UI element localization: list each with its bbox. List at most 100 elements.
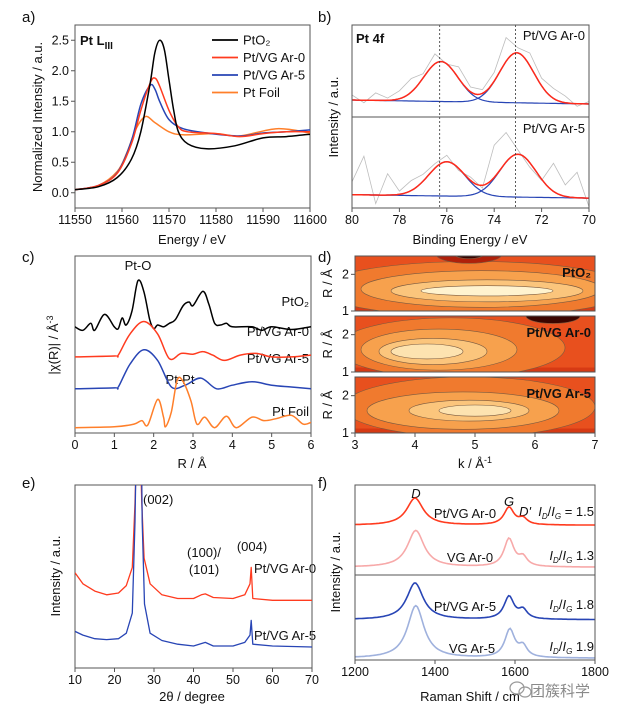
x-tick-label: 30	[147, 673, 161, 687]
e-label-ar5: Pt/VG Ar-5	[254, 628, 316, 643]
y-tick-label: 0.0	[52, 186, 69, 200]
d-xlabel-sup: -1	[484, 455, 492, 465]
panel-label-a: a)	[22, 9, 35, 26]
x-tick-label: 1	[111, 438, 118, 452]
x-tick-label: 11600	[293, 213, 327, 227]
e-series-line-pt-vg-ar-5	[75, 485, 312, 648]
x-tick-label: 78	[392, 213, 406, 227]
y-tick-label: 2	[342, 267, 349, 281]
x-tick-label: 6	[532, 438, 539, 452]
d-subplot-label: PtO₂	[562, 265, 591, 280]
ratio-value: 1.3	[572, 548, 594, 563]
y-tick-label: 1.5	[52, 94, 69, 108]
y-tick-label: 1	[342, 365, 349, 379]
c-series-line-pt-foil	[75, 376, 311, 429]
f-series-line-pt-vg-ar-0	[355, 497, 595, 526]
ratio-i-d: I	[549, 597, 553, 612]
f-series-line-vg-ar-5	[355, 604, 595, 659]
a-annotation-text: Pt L	[80, 33, 105, 48]
c-label-pto2: PtO₂	[282, 294, 309, 309]
y-tick-label: 2.5	[52, 33, 69, 47]
f-annotation-g: G	[504, 494, 514, 509]
e-annotation-100: (100)/	[187, 545, 221, 560]
f-intensity-ratio-label: ID/IG 1.3	[549, 548, 594, 565]
f-label-ptvg-ar5: Pt/VG Ar-5	[434, 599, 496, 614]
a-plot-frame	[74, 24, 311, 209]
x-tick-label: 74	[487, 213, 501, 227]
ratio-sub-d: D	[553, 647, 559, 656]
legend-label: Pt/VG Ar-0	[243, 50, 305, 65]
c-annotation-pt-pt: Pt-Pt	[166, 372, 195, 387]
x-tick-label: 60	[266, 673, 280, 687]
y-tick-label: 1	[342, 304, 349, 318]
x-tick-label: 80	[345, 213, 359, 227]
ratio-value: 1.8	[572, 597, 594, 612]
f-xlabel: Raman Shift / cm	[420, 689, 520, 704]
d-subplot-label: Pt/VG Ar-0	[526, 325, 591, 340]
x-tick-label: 70	[582, 213, 596, 227]
a-annotation-sub: III	[105, 41, 114, 52]
x-tick-label: 10	[68, 673, 82, 687]
ratio-i-d: I	[538, 504, 542, 519]
b-annotation: Pt 4f	[356, 31, 385, 46]
d-xlabel: k / Å-1	[458, 455, 492, 471]
b-raw-data-line	[352, 36, 589, 107]
x-tick-label: 11590	[246, 213, 280, 227]
ratio-i-g: I	[562, 597, 566, 612]
x-tick-label: 70	[305, 673, 319, 687]
ratio-sub-d: D	[553, 605, 559, 614]
d-contour-level	[390, 343, 464, 360]
e-label-ar0: Pt/VG Ar-0	[254, 561, 316, 576]
b-ylabel: Intensity / a.u.	[326, 77, 341, 158]
y-tick-label: 0.5	[52, 155, 69, 169]
x-tick-label: 1400	[421, 665, 449, 679]
panel-label-d: d)	[318, 249, 331, 266]
ratio-sub-d: D	[553, 556, 559, 565]
x-tick-label: 4	[412, 438, 419, 452]
b-bottom-label: Pt/VG Ar-5	[523, 121, 585, 136]
a-annotation: Pt LIII	[80, 33, 113, 52]
panel-label-f: f)	[318, 475, 327, 492]
watermark-text: 团簇科学	[530, 682, 590, 700]
b-raw-data-line	[352, 131, 589, 207]
x-tick-label: 11560	[105, 213, 139, 227]
d-ylabel: R / Å	[320, 269, 335, 298]
panel-label-c: c)	[22, 249, 35, 266]
a-ylabel: Normalized Intensity / a.u.	[30, 42, 45, 192]
x-tick-label: 1200	[341, 665, 369, 679]
x-tick-label: 1800	[581, 665, 609, 679]
y-tick-label: 1.0	[52, 125, 69, 139]
f-annotation-d-prime: D'	[519, 504, 531, 519]
d-subplot-label: Pt/VG Ar-5	[526, 386, 591, 401]
y-tick-label: 2.0	[52, 64, 69, 78]
panel-label-e: e)	[22, 475, 35, 492]
ratio-slash: /	[559, 548, 563, 563]
x-tick-label: 3	[352, 438, 359, 452]
x-tick-label: 20	[108, 673, 122, 687]
c-annotation-pt-o: Pt-O	[125, 258, 152, 273]
b-plot-frame	[351, 24, 590, 209]
ratio-value: 1.9	[572, 639, 594, 654]
b-fit-component-line	[352, 52, 589, 105]
f-series-line-vg-ar-0	[355, 529, 595, 568]
x-tick-label: 11580	[199, 213, 233, 227]
c-label-ar0: Pt/VG Ar-0	[247, 324, 309, 339]
d-xlabel-text: k / Å	[458, 456, 484, 471]
d-contour-level	[454, 256, 484, 259]
f-intensity-ratio-label: ID/IG = 1.5	[538, 504, 594, 521]
legend-label: Pt Foil	[243, 85, 280, 100]
x-tick-label: 50	[226, 673, 240, 687]
ratio-sub-g: G	[566, 605, 572, 614]
wechat-icon	[509, 681, 532, 698]
x-tick-label: 72	[535, 213, 549, 227]
ratio-value: = 1.5	[561, 504, 594, 519]
x-tick-label: 5	[268, 438, 275, 452]
e-series-line-pt-vg-ar-0	[75, 485, 312, 601]
d-contour-level	[420, 285, 554, 297]
x-tick-label: 1600	[501, 665, 529, 679]
a-series-line-pto-	[75, 39, 310, 191]
ratio-i-d: I	[549, 548, 553, 563]
y-tick-label: 2	[342, 389, 349, 403]
f-series-line-pt-vg-ar-5	[355, 582, 595, 621]
